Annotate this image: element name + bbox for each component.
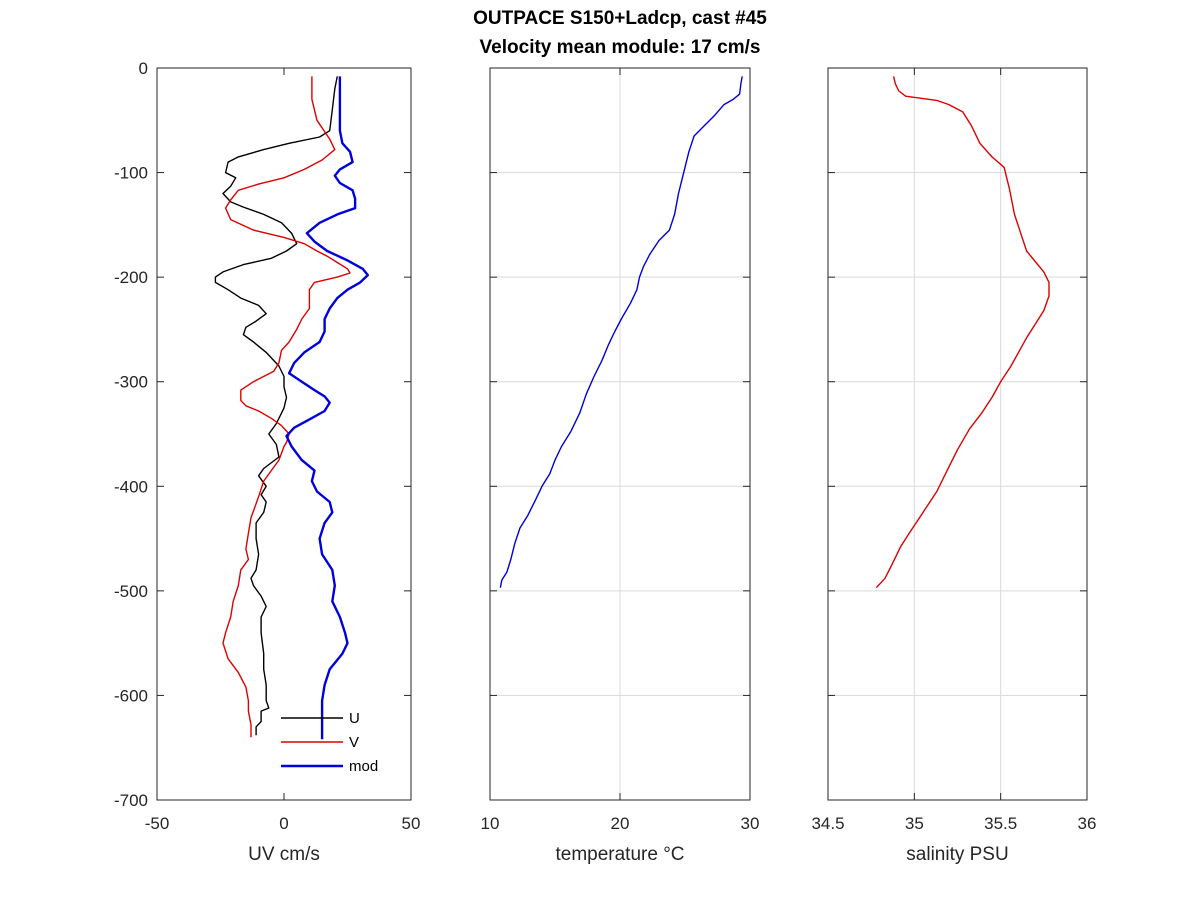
y-tick-label: -200	[114, 268, 148, 287]
x-tick-label: 36	[1078, 814, 1097, 833]
y-tick-label: -300	[114, 373, 148, 392]
x-tick-label: 0	[279, 814, 288, 833]
figure-title-line2: Velocity mean module: 17 cm/s	[480, 37, 761, 58]
y-tick-label: -400	[114, 477, 148, 496]
y-tick-label: -700	[114, 791, 148, 810]
plot-area-uv	[157, 68, 411, 800]
x-axis-label-salinity: salinity PSU	[906, 844, 1008, 865]
panel-salinity: 34.5 35 35.5 36 salinity PSU	[811, 67, 1097, 865]
axes-box-salinity	[827, 67, 1088, 801]
x-axis-label-temperature: temperature °C	[555, 844, 684, 865]
y-tick-label: -100	[114, 164, 148, 183]
x-tick-label: 50	[402, 814, 421, 833]
series-line-mod	[285, 76, 369, 740]
x-tick-label: -50	[145, 814, 170, 833]
y-tick-label: 0	[139, 59, 148, 78]
series-line-U	[214, 76, 338, 736]
x-tick-label: 35	[905, 814, 924, 833]
x-tick-label: 10	[481, 814, 500, 833]
legend-label-V: V	[349, 734, 359, 751]
legend-label-mod: mod	[349, 758, 378, 775]
y-tick-label: -600	[114, 686, 148, 705]
x-tick-label: 30	[741, 814, 760, 833]
x-tick-label: 35.5	[984, 814, 1017, 833]
series-line-temperature	[499, 76, 743, 588]
figure-title-line1: OUTPACE S150+Ladcp, cast #45	[473, 8, 767, 29]
x-tick-label: 20	[611, 814, 630, 833]
series-line-V	[222, 76, 351, 738]
legend-label-U: U	[349, 710, 360, 727]
y-tick-label: -500	[114, 582, 148, 601]
x-tick-label: 34.5	[811, 814, 844, 833]
series-line-salinity	[875, 76, 1050, 589]
panel-temperature: 10 20 30 temperature °C	[481, 67, 760, 865]
plot-area-salinity	[828, 68, 1087, 800]
x-axis-label-uv: UV cm/s	[248, 844, 320, 865]
